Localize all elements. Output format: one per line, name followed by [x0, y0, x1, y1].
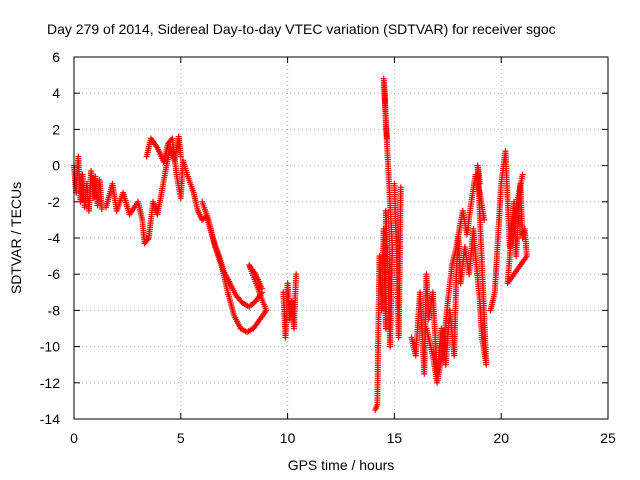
y-tick-label: -4 [48, 230, 61, 246]
x-tick-label: 20 [493, 430, 509, 446]
y-axis-label: SDTVAR / TECUs [8, 182, 24, 294]
x-tick-label: 0 [70, 430, 78, 446]
y-tick-label: -8 [48, 302, 61, 318]
x-axis-label: GPS time / hours [288, 457, 395, 473]
y-tick-label: 0 [52, 158, 60, 174]
y-tick-label: 2 [52, 121, 60, 137]
axis-ticks [73, 56, 609, 420]
x-tick-label: 25 [600, 430, 616, 446]
data-point [98, 206, 105, 213]
x-tick-label: 10 [280, 430, 296, 446]
data-point [258, 285, 265, 292]
axis-tick-labels: 0 5 10 15 20 25 -14 -12 -10 -8 -6 -4 -2 0 2 4 6 [40, 49, 616, 446]
y-tick-label: 6 [52, 49, 60, 65]
data-point [383, 135, 390, 142]
data-point [519, 171, 526, 178]
y-tick-label: -12 [40, 375, 60, 391]
x-tick-label: 15 [387, 430, 403, 446]
chart-grid [74, 57, 608, 419]
x-tick-label: 5 [177, 430, 185, 446]
chart-title: Day 279 of 2014, Sidereal Day-to-day VTE… [47, 21, 556, 37]
y-tick-label: 4 [52, 85, 60, 101]
y-tick-label: -10 [40, 339, 60, 355]
plot-frame [73, 56, 609, 420]
data-point [293, 271, 300, 278]
data-point [177, 153, 184, 160]
data-point [397, 184, 404, 191]
data-point [144, 236, 151, 243]
y-tick-label: -6 [48, 266, 61, 282]
data-points [71, 75, 530, 413]
data-point [481, 216, 488, 223]
y-tick-label: -14 [40, 411, 60, 427]
y-tick-label: -2 [48, 194, 61, 210]
